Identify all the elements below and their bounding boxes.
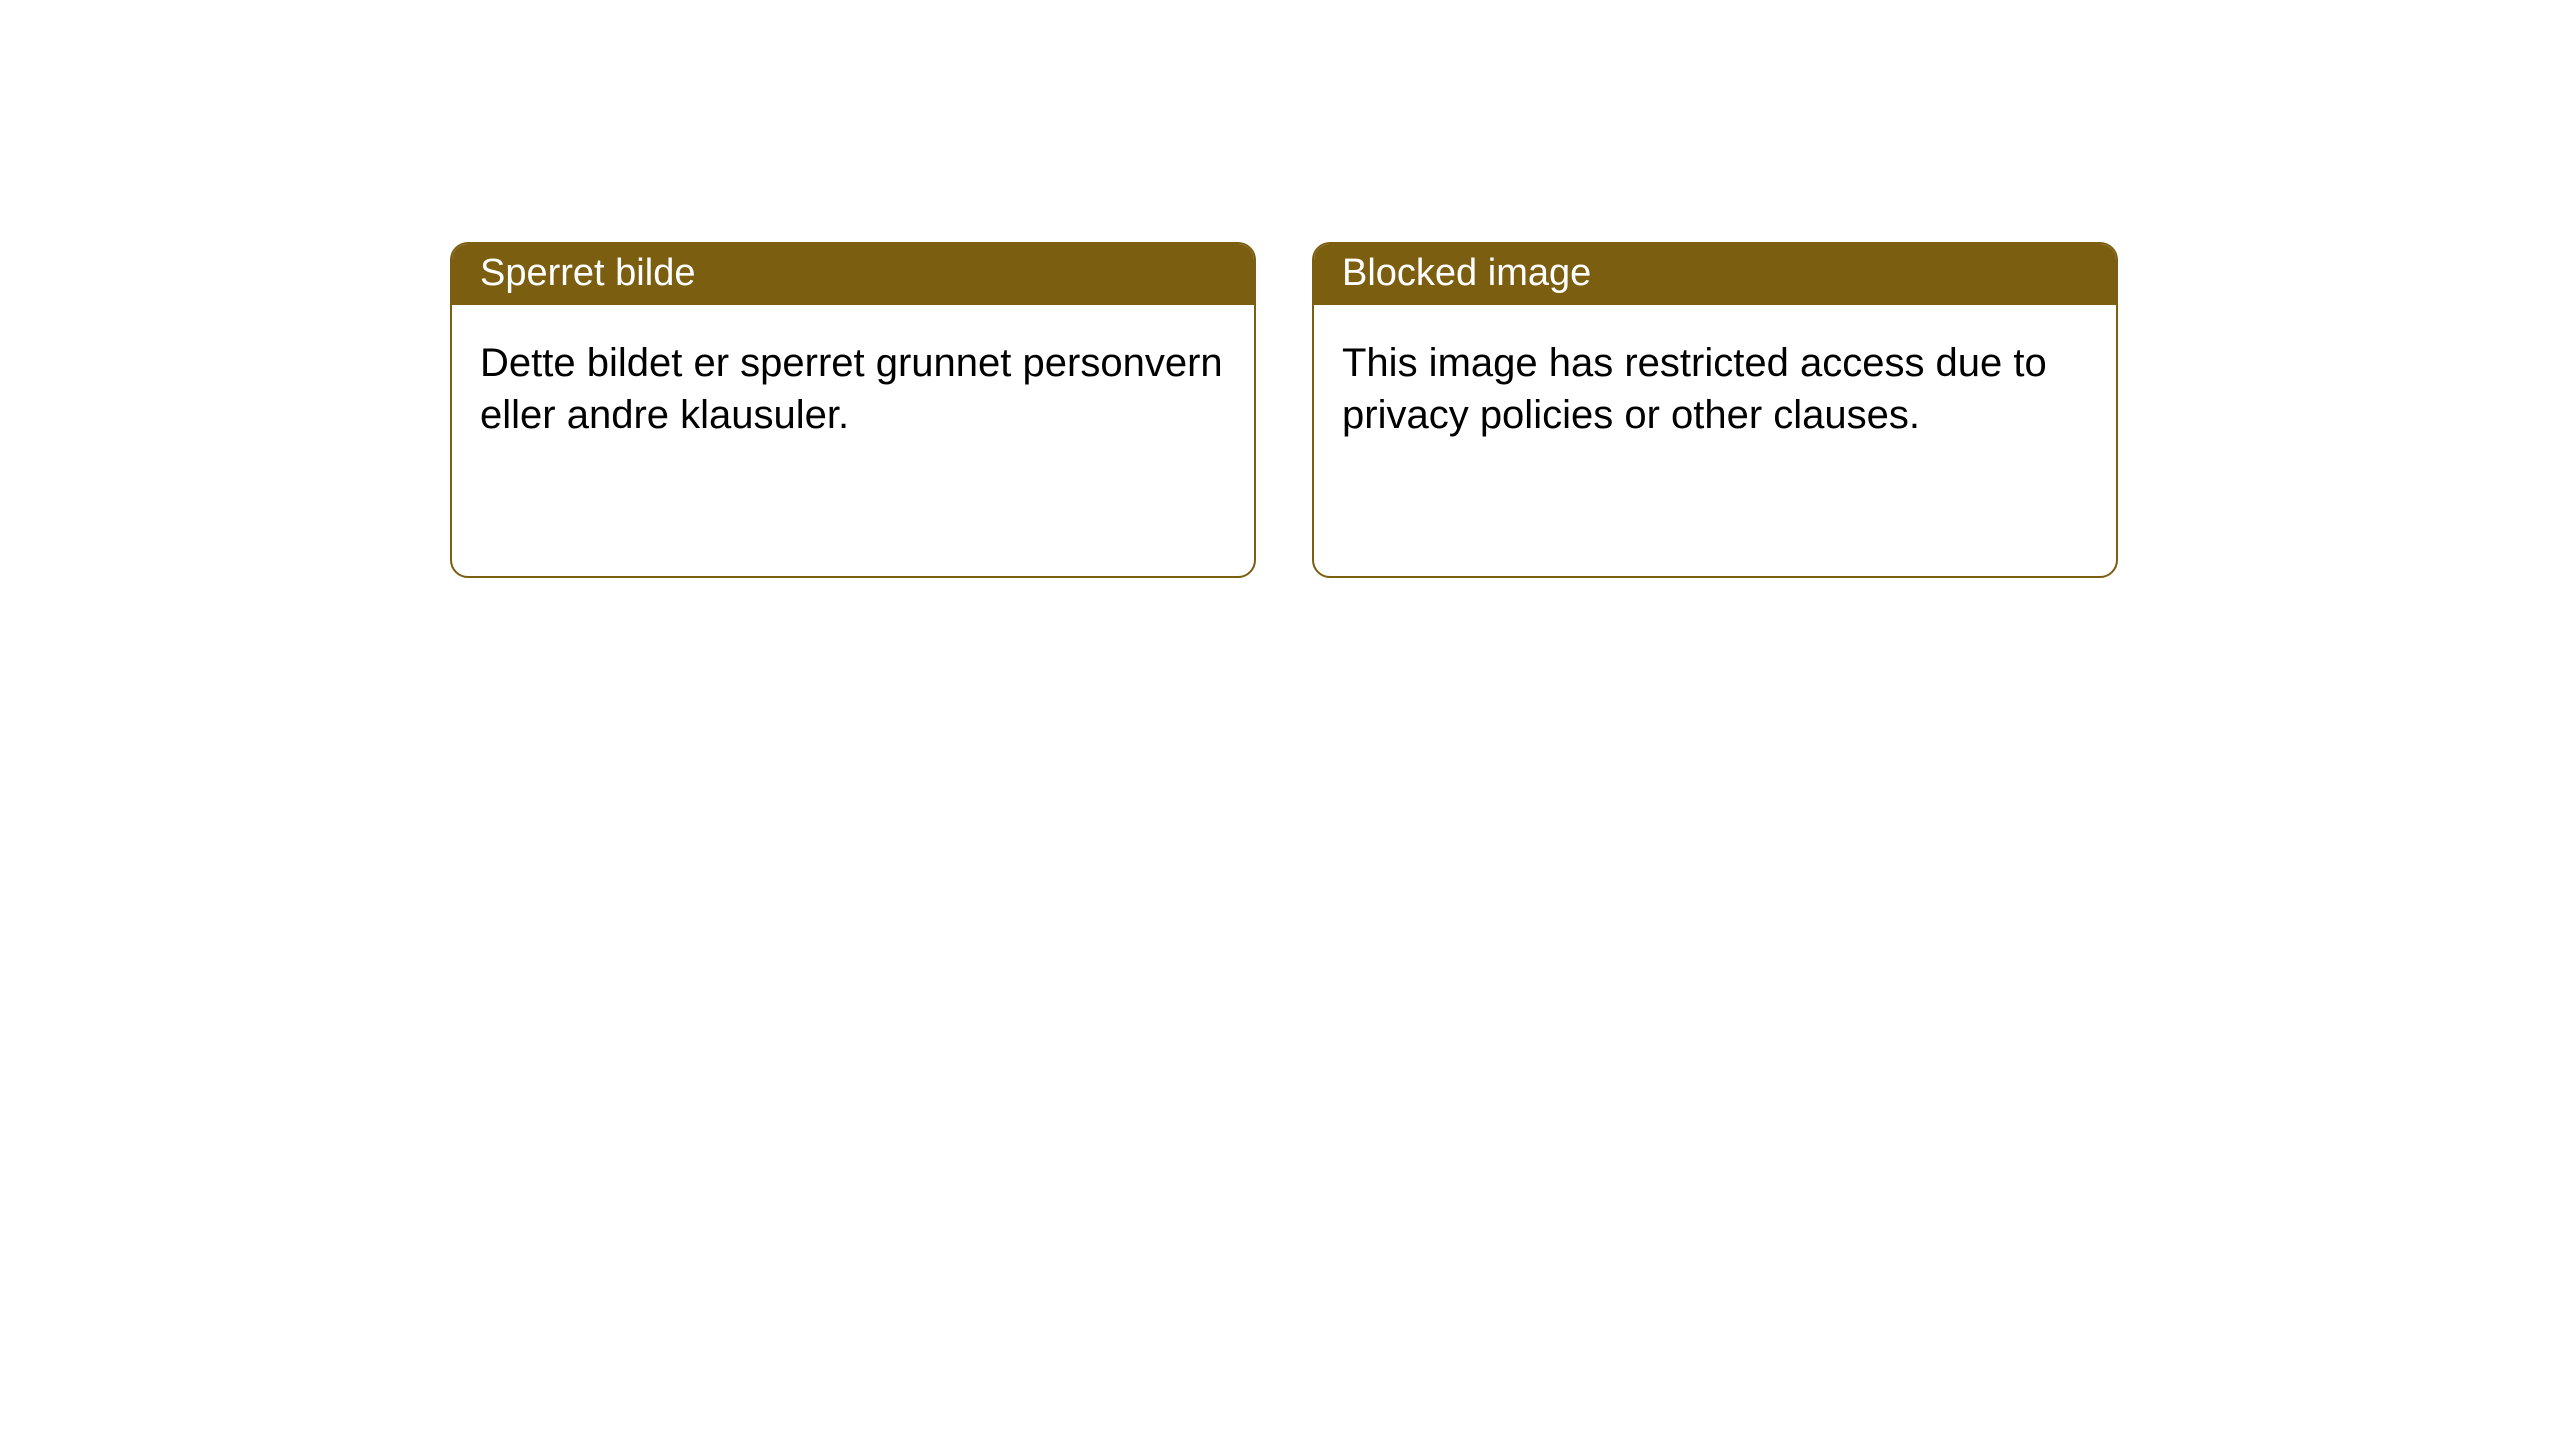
notice-body-norwegian: Dette bildet er sperret grunnet personve… <box>452 305 1254 473</box>
notice-header-english: Blocked image <box>1314 244 2116 305</box>
notice-container: Sperret bilde Dette bildet er sperret gr… <box>450 242 2560 578</box>
notice-body-english: This image has restricted access due to … <box>1314 305 2116 473</box>
notice-box-english: Blocked image This image has restricted … <box>1312 242 2118 578</box>
notice-header-norwegian: Sperret bilde <box>452 244 1254 305</box>
notice-box-norwegian: Sperret bilde Dette bildet er sperret gr… <box>450 242 1256 578</box>
